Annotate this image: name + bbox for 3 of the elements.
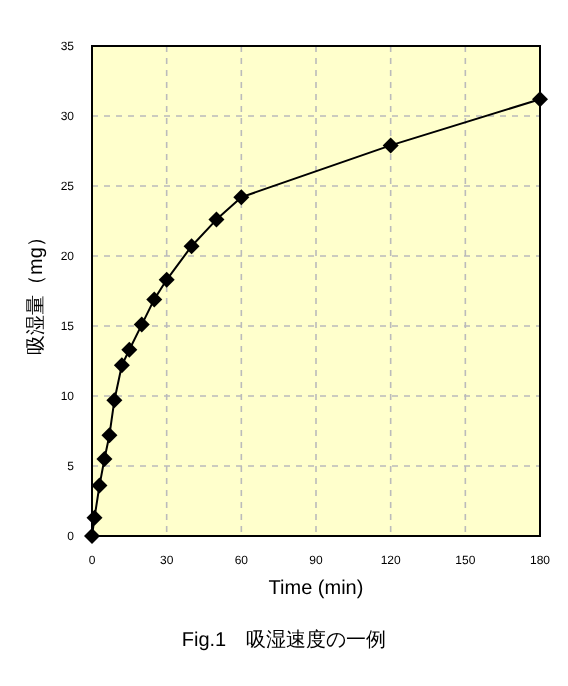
caption: Fig.1 吸湿速度の一例 xyxy=(181,628,387,652)
y-axis-title: 吸湿量（mg） xyxy=(24,227,48,355)
x-axis-title: Time (min) xyxy=(268,578,364,600)
